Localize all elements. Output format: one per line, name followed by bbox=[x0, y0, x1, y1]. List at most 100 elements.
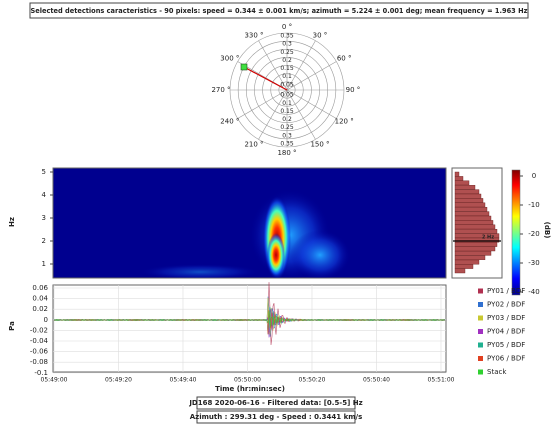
polar-spoke bbox=[286, 89, 337, 119]
colorbar-tick-label: -30 bbox=[528, 259, 539, 267]
x-tick-label: 05:49:20 bbox=[105, 377, 132, 384]
x-tick-label: 05:51:00 bbox=[428, 377, 455, 384]
legend-swatch bbox=[478, 342, 483, 348]
y-tick-label: 3 bbox=[42, 214, 46, 222]
legend-label: PY05 / BDF bbox=[487, 341, 525, 349]
legend-swatch bbox=[478, 356, 483, 361]
y-tick-label: 0.06 bbox=[32, 284, 48, 292]
x-tick-label: 05:50:20 bbox=[299, 377, 326, 384]
y-tick-label: 4 bbox=[42, 191, 47, 199]
polar-radius-label: 0.2 bbox=[282, 116, 292, 123]
polar-angle-label: 60 ° bbox=[337, 55, 352, 63]
polar-radius-label: 0.25 bbox=[280, 124, 294, 131]
polar-spoke bbox=[237, 89, 288, 119]
footer-line: JD168 2020-06-16 - Filtered data: [0.5-5… bbox=[188, 399, 362, 407]
title: Selected detections caracteristics - 90 … bbox=[31, 7, 528, 15]
colorbar-tick-label: 0 bbox=[532, 172, 536, 180]
spectrogram-image bbox=[140, 190, 350, 278]
x-tick-label: 05:49:00 bbox=[41, 377, 68, 384]
histogram-bar bbox=[454, 233, 500, 239]
polar-spoke bbox=[258, 40, 288, 91]
polar-spoke bbox=[286, 40, 316, 91]
polar-radius-label: 0.15 bbox=[280, 65, 294, 72]
footer-box bbox=[196, 396, 356, 410]
histogram-bar bbox=[454, 250, 492, 256]
polar-radius-label: 0.25 bbox=[280, 49, 294, 56]
y-axis-label: Hz bbox=[8, 217, 16, 227]
histogram-bar bbox=[454, 180, 470, 186]
histogram-bar bbox=[454, 237, 500, 243]
legend-swatch bbox=[478, 329, 483, 334]
spectrogram bbox=[52, 167, 447, 279]
histogram-bar bbox=[454, 246, 496, 252]
histogram-label: 2 Hz bbox=[482, 235, 494, 241]
histogram-bar bbox=[454, 255, 486, 261]
polar-radius-label: 0.1 bbox=[282, 73, 292, 80]
trace bbox=[53, 311, 446, 329]
histogram-bar bbox=[454, 264, 474, 269]
x-tick-label: 05:50:40 bbox=[363, 377, 390, 384]
legend-label: PY06 / BDF bbox=[487, 355, 525, 363]
polar-radius-label: 0.35 bbox=[280, 141, 294, 148]
polar-angle-label: 240 ° bbox=[220, 118, 239, 126]
polar-angle-label: 30 ° bbox=[313, 31, 328, 39]
colorbar-tick-label: -10 bbox=[528, 201, 539, 209]
histogram-bar bbox=[454, 228, 498, 234]
polar-radius-label: 0.35 bbox=[280, 33, 294, 40]
polar-radius-label: 0.05 bbox=[280, 92, 294, 99]
polar-radius-label: 0.3 bbox=[282, 41, 292, 48]
colorbar bbox=[511, 169, 521, 296]
legend-label: PY04 / BDF bbox=[487, 328, 525, 336]
y-tick-label: -0.06 bbox=[30, 348, 49, 356]
y-tick-label: 5 bbox=[42, 168, 46, 176]
histogram-bar bbox=[454, 211, 490, 217]
x-axis-label: Time (hr:min:sec) bbox=[215, 385, 285, 393]
histogram-bar bbox=[454, 220, 494, 225]
y-tick-label: 1 bbox=[42, 260, 46, 268]
colorbar-label: (dB) bbox=[543, 222, 551, 239]
colorbar-tick-label: -40 bbox=[528, 288, 539, 296]
polar-angle-label: 330 ° bbox=[244, 31, 263, 39]
footer-box bbox=[196, 410, 356, 424]
histogram-bar bbox=[454, 189, 480, 195]
legend-swatch bbox=[478, 302, 483, 307]
histogram-bar bbox=[454, 176, 464, 181]
histogram-bar bbox=[454, 171, 460, 177]
polar-spoke bbox=[286, 61, 337, 91]
y-tick-label: -0.04 bbox=[30, 337, 49, 345]
polar-spoke bbox=[258, 89, 288, 140]
histogram-bar bbox=[454, 198, 484, 203]
y-tick-label: 0 bbox=[44, 316, 48, 324]
histogram-bar bbox=[454, 193, 482, 199]
waveform-plot bbox=[52, 284, 447, 373]
y-tick-label: 2 bbox=[42, 237, 46, 245]
histogram-bar bbox=[454, 259, 480, 265]
polar-angle-label: 210 ° bbox=[244, 141, 263, 149]
polar-radius-label: 0.3 bbox=[282, 132, 292, 139]
legend-swatch bbox=[478, 288, 483, 294]
y-tick-label: -0.1 bbox=[34, 369, 48, 377]
y-tick-label: 0.04 bbox=[32, 295, 48, 303]
polar-radius-label: 0.15 bbox=[280, 108, 294, 115]
y-tick-label: 0.02 bbox=[32, 305, 48, 313]
legend-label: PY02 / BDF bbox=[487, 301, 525, 309]
x-tick-label: 05:50:00 bbox=[234, 377, 261, 384]
footer-line: Azimuth : 299.31 deg - Speed : 0.3441 km… bbox=[190, 413, 363, 421]
polar-radius-label: 0.05 bbox=[280, 81, 294, 88]
histogram-bar bbox=[454, 202, 486, 208]
polar-radius-label: 0.2 bbox=[282, 57, 292, 64]
polar-angle-label: 150 ° bbox=[310, 141, 329, 149]
polar-angle-label: 120 ° bbox=[335, 118, 354, 126]
polar-angle-label: 180 ° bbox=[277, 149, 296, 157]
detection-marker bbox=[240, 63, 248, 71]
polar-spoke bbox=[286, 89, 316, 140]
histogram-bar bbox=[454, 224, 496, 230]
legend-label: PY01 / BDF bbox=[487, 287, 525, 295]
histogram-bar bbox=[454, 184, 476, 190]
histogram-bar bbox=[454, 206, 488, 212]
colorbar-tick-label: -20 bbox=[528, 230, 539, 238]
polar-angle-label: 300 ° bbox=[220, 55, 239, 63]
y-axis-label: Pa bbox=[8, 321, 16, 331]
polar-angle-label: 270 ° bbox=[211, 86, 230, 94]
